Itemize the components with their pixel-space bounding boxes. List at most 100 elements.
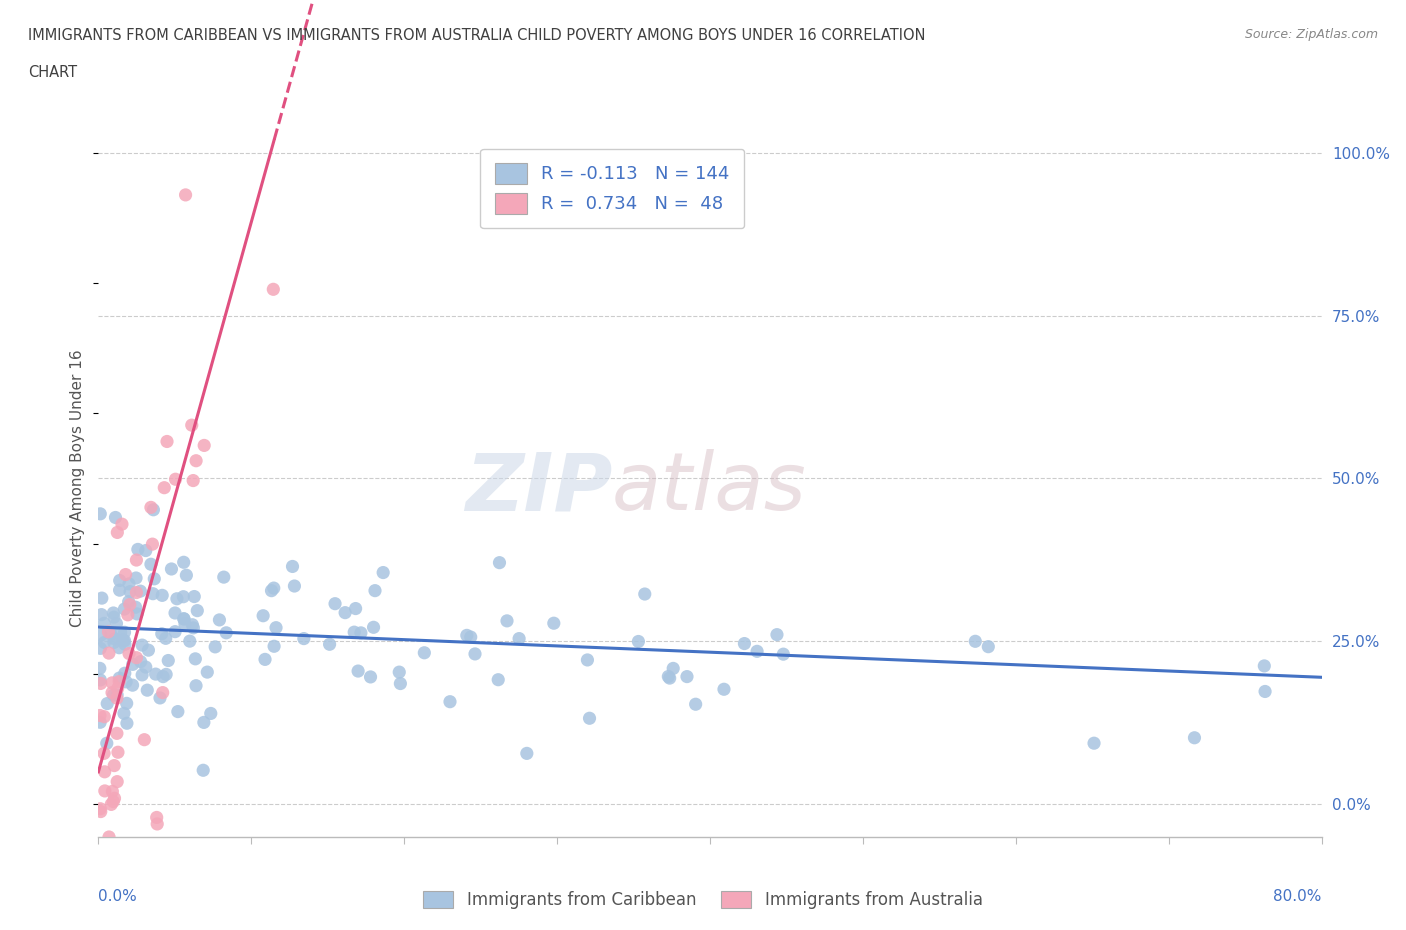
Point	[1254, 684, 1277, 699]
Point	[212, 570, 235, 585]
Point	[96, 736, 118, 751]
Point	[486, 672, 509, 687]
Point	[766, 627, 789, 642]
Point	[281, 559, 304, 574]
Legend: Immigrants from Caribbean, Immigrants from Australia: Immigrants from Caribbean, Immigrants fr…	[415, 883, 991, 917]
Text: 0.0%: 0.0%	[98, 889, 138, 904]
Point	[139, 557, 162, 572]
Point	[153, 480, 176, 495]
Point	[108, 583, 131, 598]
Point	[360, 670, 382, 684]
Point	[460, 630, 482, 644]
Point	[93, 746, 115, 761]
Point	[157, 653, 180, 668]
Point	[93, 764, 115, 779]
Point	[343, 625, 366, 640]
Point	[318, 637, 340, 652]
Point	[90, 628, 112, 643]
Point	[456, 628, 478, 643]
Point	[105, 691, 128, 706]
Point	[101, 675, 124, 690]
Point	[107, 681, 129, 696]
Point	[977, 639, 1000, 654]
Point	[104, 510, 127, 525]
Point	[103, 758, 125, 773]
Point	[254, 652, 277, 667]
Point	[105, 726, 128, 741]
Point	[114, 567, 136, 582]
Point	[134, 732, 156, 747]
Point	[208, 613, 231, 628]
Point	[676, 670, 699, 684]
Point	[181, 473, 204, 488]
Point	[118, 594, 141, 609]
Point	[180, 418, 202, 432]
Point	[464, 646, 486, 661]
Point	[131, 668, 153, 683]
Point	[129, 654, 152, 669]
Point	[138, 643, 160, 658]
Point	[118, 577, 141, 591]
Point	[373, 565, 395, 580]
Point	[111, 517, 134, 532]
Point	[115, 716, 138, 731]
Point	[145, 810, 167, 825]
Point	[685, 697, 707, 711]
Point	[283, 578, 305, 593]
Point	[145, 667, 167, 682]
Point	[117, 607, 139, 622]
Point	[627, 634, 650, 649]
Point	[292, 631, 315, 646]
Point	[165, 624, 187, 639]
Point	[139, 500, 162, 515]
Point	[114, 633, 136, 648]
Point	[94, 783, 117, 798]
Point	[200, 706, 222, 721]
Point	[965, 634, 987, 649]
Point	[103, 631, 125, 646]
Point	[112, 602, 135, 617]
Point	[176, 568, 198, 583]
Point	[103, 790, 125, 805]
Point	[184, 651, 207, 666]
Point	[713, 682, 735, 697]
Y-axis label: Child Poverty Among Boys Under 16: Child Poverty Among Boys Under 16	[70, 350, 86, 627]
Point	[488, 555, 510, 570]
Point	[745, 644, 768, 658]
Point	[110, 625, 132, 640]
Point	[183, 620, 205, 635]
Point	[108, 640, 131, 655]
Point	[103, 605, 125, 620]
Point	[97, 645, 120, 660]
Point	[155, 631, 177, 645]
Point	[184, 453, 207, 468]
Point	[125, 585, 148, 600]
Point	[350, 626, 373, 641]
Point	[333, 605, 356, 620]
Point	[252, 608, 274, 623]
Point	[112, 633, 135, 648]
Point	[186, 604, 208, 618]
Point	[183, 589, 205, 604]
Point	[1083, 736, 1105, 751]
Point	[100, 797, 122, 812]
Point	[93, 616, 115, 631]
Point	[772, 646, 794, 661]
Point	[90, 607, 112, 622]
Point	[508, 631, 530, 646]
Point	[124, 600, 146, 615]
Point	[114, 625, 136, 640]
Point	[103, 610, 125, 625]
Point	[172, 590, 194, 604]
Point	[89, 661, 111, 676]
Point	[103, 687, 125, 702]
Point	[576, 653, 599, 668]
Point	[96, 697, 118, 711]
Point	[174, 617, 197, 631]
Point	[388, 665, 411, 680]
Point	[100, 627, 122, 642]
Point	[118, 597, 141, 612]
Point	[105, 774, 128, 789]
Point	[543, 616, 565, 631]
Text: Source: ZipAtlas.com: Source: ZipAtlas.com	[1244, 28, 1378, 41]
